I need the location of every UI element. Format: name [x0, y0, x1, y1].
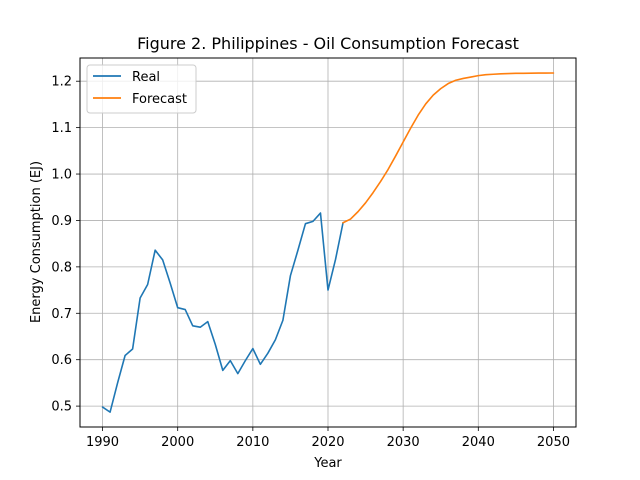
series-line-real: [101, 212, 344, 413]
series-lines: [101, 72, 555, 413]
legend-box: [86, 64, 197, 114]
y-tick-label: 0.9: [51, 214, 72, 229]
y-axis-ticks: 0.5 0.6 0.7 0.8 0.9 1.0 1.1 1.2: [51, 75, 80, 415]
legend-label-forecast: Forecast: [132, 92, 187, 107]
y-tick-label: 0.7: [51, 307, 72, 322]
x-tick-label: 1990: [86, 435, 119, 450]
x-tick-label: 2010: [236, 435, 269, 450]
series-line-forecast: [342, 72, 555, 224]
legend-label-real: Real: [132, 70, 160, 85]
y-tick-label: 0.6: [51, 353, 72, 368]
x-tick-label: 2050: [537, 435, 570, 450]
y-tick-label: 1.0: [51, 168, 72, 183]
x-axis-ticks: 1990 2000 2010 2020 2030 2040 2050: [86, 427, 570, 450]
grid-lines: [80, 58, 576, 427]
x-tick-label: 2020: [311, 435, 344, 450]
y-tick-label: 1.1: [51, 121, 72, 136]
x-tick-label: 2030: [387, 435, 420, 450]
legend: Real Forecast: [86, 64, 197, 114]
y-tick-label: 0.8: [51, 260, 72, 275]
y-tick-label: 1.2: [51, 75, 72, 90]
y-axis-label: Energy Consumption (EJ): [29, 161, 44, 323]
x-axis-label: Year: [313, 456, 342, 471]
y-tick-label: 0.5: [51, 400, 72, 415]
x-tick-label: 2000: [161, 435, 194, 450]
chart-title: Figure 2. Philippines - Oil Consumption …: [137, 34, 519, 53]
x-tick-label: 2040: [462, 435, 495, 450]
